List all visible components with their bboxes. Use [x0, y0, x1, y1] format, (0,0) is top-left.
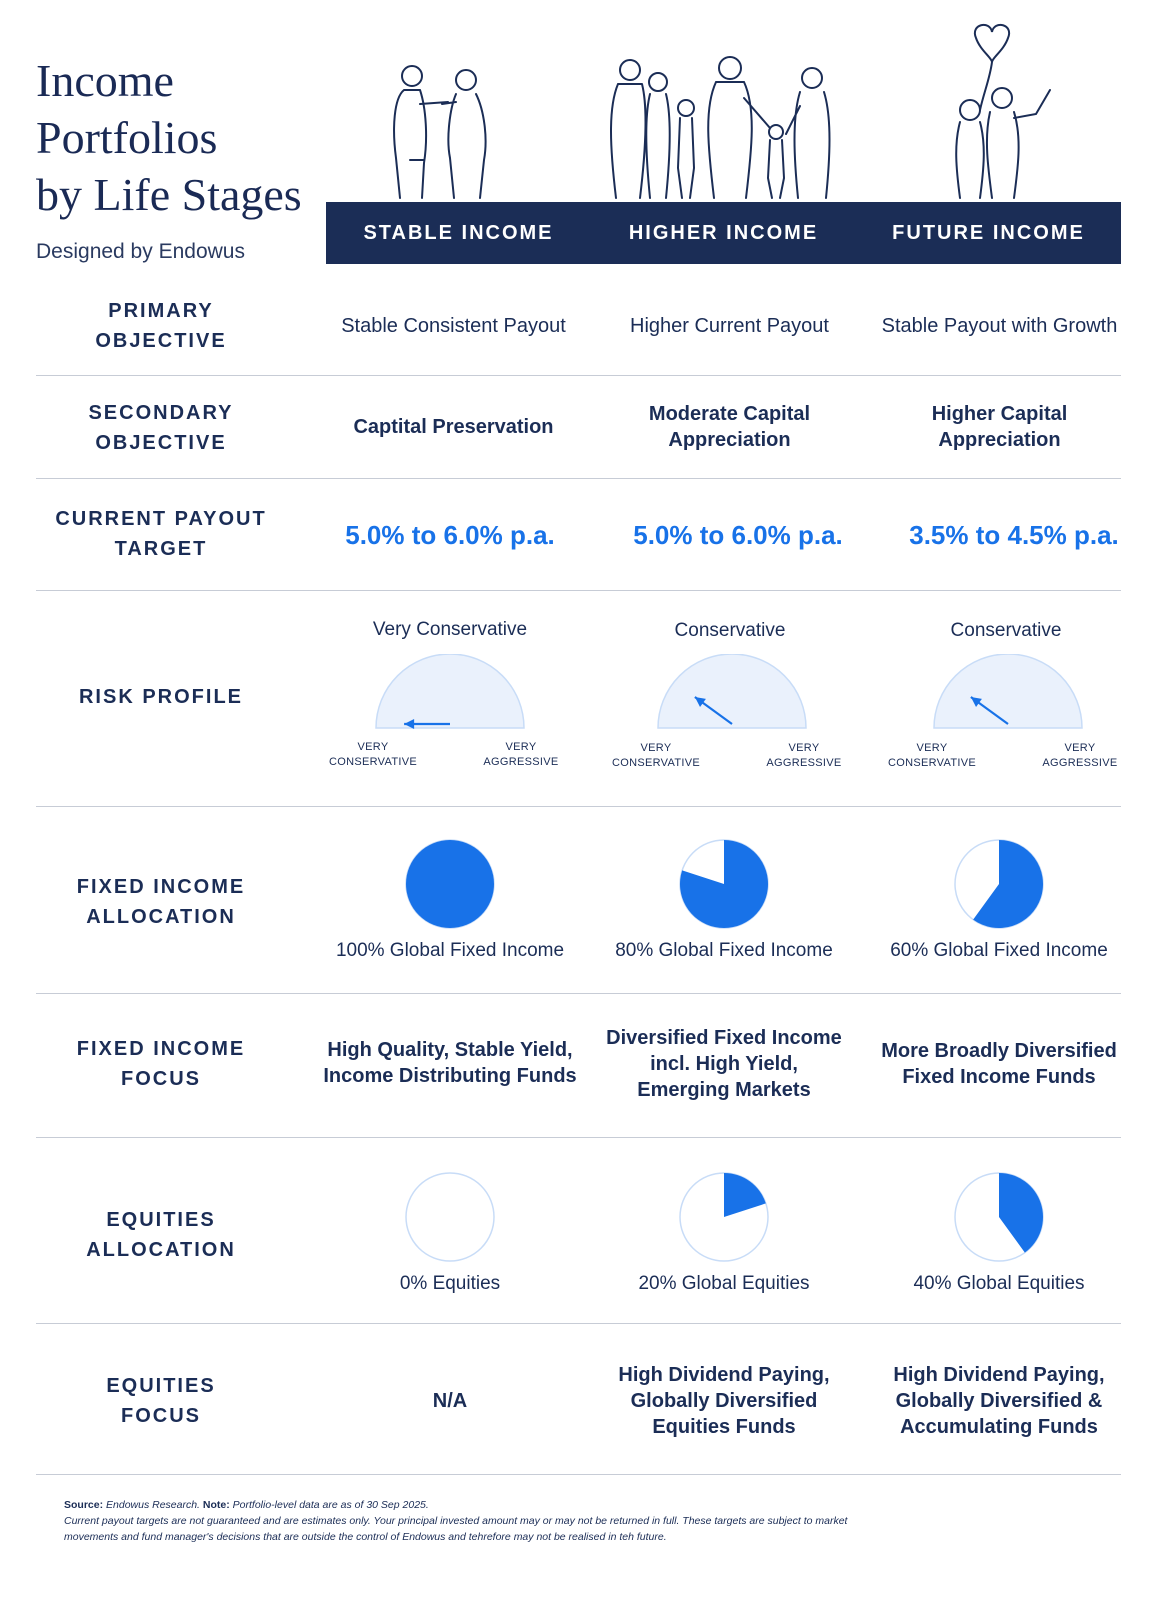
pie-equities-future: [954, 1172, 1044, 1262]
row-divider: [36, 1323, 1121, 1324]
footnote-note-text: Portfolio-level data are as of 30 Sep 20…: [229, 1499, 429, 1511]
equities-focus-stable: N/A: [432, 1390, 468, 1412]
risk-profile-value-future: Conservative: [950, 620, 1062, 641]
fixed-income-focus-higher: Diversified Fixed Income incl. High Yiel…: [606, 1027, 842, 1101]
fixed-income-allocation-stable: 100% Global Fixed Income: [335, 940, 565, 961]
gauge-needle-head: [694, 697, 706, 707]
row-label-equities-focus: EQUITIES FOCUS: [106, 1375, 216, 1427]
column-header-bar: STABLE INCOME HIGHER INCOME FUTURE INCOM…: [326, 202, 1121, 264]
row-divider: [36, 375, 1121, 376]
row-divider: [36, 590, 1121, 591]
pie-equities-higher: [679, 1172, 769, 1262]
row-divider: [36, 993, 1121, 994]
row-divider: [36, 478, 1121, 479]
row-label-equities-allocation: EQUITIES ALLOCATION: [86, 1209, 236, 1261]
footnote-source-label: Source:: [64, 1499, 104, 1511]
elderly-couple-icon: [370, 18, 510, 203]
pie-slice: [724, 1173, 766, 1217]
pie-slice: [680, 840, 768, 928]
young-couple-balloon-icon: [940, 18, 1070, 203]
risk-scale-low-label: VERY CONSERVATIVE: [612, 742, 700, 769]
column-header-stable-income: STABLE INCOME: [363, 221, 554, 244]
pie-fixed-income-stable: [405, 839, 495, 929]
pie-fixed-income-future: [954, 839, 1044, 929]
column-header-higher-income: HIGHER INCOME: [628, 221, 819, 244]
equities-allocation-stable: 0% Equities: [399, 1273, 501, 1294]
row-label-fixed-income-focus: FIXED INCOME FOCUS: [76, 1038, 246, 1090]
risk-gauge-higher: [657, 654, 807, 729]
fixed-income-allocation-higher: 80% Global Fixed Income: [615, 940, 833, 961]
pie-slice: [973, 840, 1043, 928]
equities-allocation-higher: 20% Global Equities: [638, 1273, 810, 1294]
equities-focus-future: High Dividend Paying, Globally Diversifi…: [893, 1364, 1105, 1438]
gauge-dial: [933, 654, 1083, 729]
pie-equities-stable: [405, 1172, 495, 1262]
risk-scale-low-label: VERY CONSERVATIVE: [888, 742, 976, 769]
row-divider: [36, 806, 1121, 807]
row-label-risk-profile: RISK PROFILE: [78, 686, 243, 708]
row-label-secondary-objective: SECONDARY OBJECTIVE: [88, 402, 234, 454]
primary-objective-future: Stable Payout with Growth: [881, 315, 1118, 337]
pie-fixed-income-higher: [679, 839, 769, 929]
risk-profile-value-stable: Very Conservative: [372, 619, 528, 640]
risk-profile-value-higher: Conservative: [674, 620, 786, 641]
fixed-income-focus-future: More Broadly Diversified Fixed Income Fu…: [881, 1040, 1117, 1088]
pie-slice: [999, 1173, 1043, 1253]
fixed-income-allocation-future: 60% Global Fixed Income: [890, 940, 1108, 961]
pie-slice: [406, 840, 494, 928]
equities-allocation-future: 40% Global Equities: [913, 1273, 1085, 1294]
risk-gauge-future: [933, 654, 1083, 729]
gauge-needle-head: [404, 719, 415, 729]
pie-background: [405, 1172, 495, 1262]
payout-target-stable: 5.0% to 6.0% p.a.: [345, 520, 555, 550]
page-title: Income Portfolios by Life Stages: [36, 55, 302, 220]
payout-target-future: 3.5% to 4.5% p.a.: [909, 520, 1119, 550]
primary-objective-higher: Higher Current Payout: [630, 315, 829, 337]
footnote-disclaimer: Current payout targets are not guarantee…: [64, 1515, 848, 1543]
payout-target-higher: 5.0% to 6.0% p.a.: [633, 520, 843, 550]
gauge-dial: [375, 654, 525, 729]
risk-gauge-stable: [375, 654, 525, 729]
secondary-objective-higher: Moderate Capital Appreciation: [648, 403, 811, 451]
equities-focus-higher: High Dividend Paying, Globally Diversifi…: [618, 1364, 830, 1438]
family-icon: [600, 18, 840, 203]
secondary-objective-stable: Captital Preservation: [353, 416, 554, 438]
footnote: Source: Endowus Research. Note: Portfoli…: [64, 1497, 864, 1545]
page-subtitle: Designed by Endowus: [36, 240, 245, 263]
risk-scale-high-label: VERY AGGRESSIVE: [1042, 742, 1118, 769]
gauge-needle-head: [970, 697, 982, 707]
fixed-income-focus-stable: High Quality, Stable Yield, Income Distr…: [323, 1039, 577, 1087]
row-divider: [36, 1474, 1121, 1475]
column-header-future-income: FUTURE INCOME: [892, 221, 1085, 244]
row-label-fixed-income-allocation: FIXED INCOME ALLOCATION: [76, 876, 246, 928]
risk-scale-high-label: VERY AGGRESSIVE: [766, 742, 842, 769]
risk-scale-high-label: VERY AGGRESSIVE: [483, 741, 559, 768]
row-divider: [36, 1137, 1121, 1138]
risk-scale-low-label: VERY CONSERVATIVE: [329, 741, 417, 768]
gauge-dial: [657, 654, 807, 729]
footnote-source-text: Endowus Research.: [103, 1499, 203, 1511]
row-label-payout-target: CURRENT PAYOUT TARGET: [55, 508, 267, 560]
primary-objective-stable: Stable Consistent Payout: [341, 315, 566, 337]
footnote-note-label: Note:: [202, 1499, 230, 1511]
secondary-objective-future: Higher Capital Appreciation: [931, 403, 1068, 451]
row-label-primary-objective: PRIMARY OBJECTIVE: [95, 300, 227, 352]
